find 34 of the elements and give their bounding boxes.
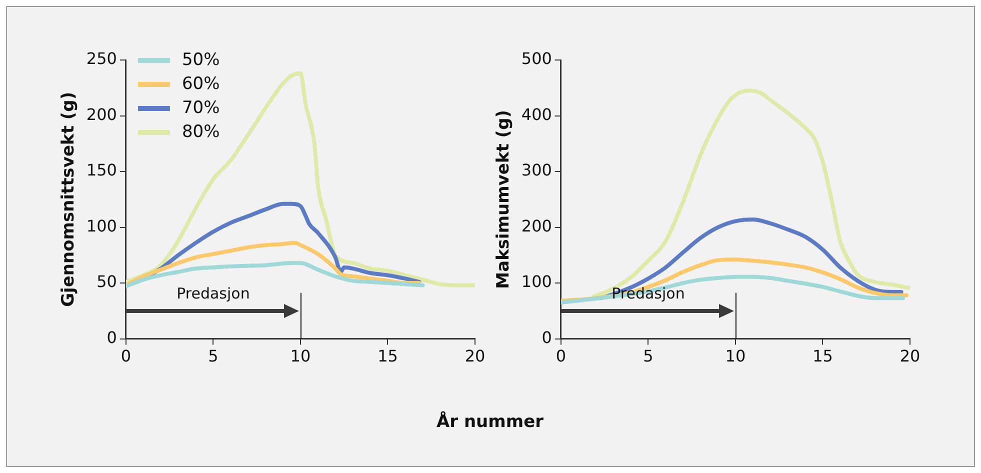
y-axis-title: Gjennomsnittsvekt (g) xyxy=(58,92,79,307)
y-tick-label: 300 xyxy=(521,160,552,180)
legend-label: 80% xyxy=(182,121,220,144)
x-tick-label: 15 xyxy=(378,346,398,366)
y-tick-label: 150 xyxy=(86,160,117,180)
x-tick-label: 10 xyxy=(290,346,311,366)
legend-label: 60% xyxy=(182,73,220,96)
x-tick-label: 15 xyxy=(812,346,833,366)
x-tick-label: 5 xyxy=(208,346,218,366)
x-tick-label: 0 xyxy=(120,346,132,366)
line-series xyxy=(560,274,906,305)
legend-label: 50% xyxy=(182,49,220,72)
y-tick-label: 200 xyxy=(521,216,552,236)
line-series xyxy=(126,260,425,288)
x-tick-label: 20 xyxy=(900,346,920,366)
x-tick-label: 10 xyxy=(725,346,746,366)
x-tick-label: 0 xyxy=(556,346,566,366)
line-series xyxy=(126,71,475,288)
y-tick-label: 200 xyxy=(86,104,117,124)
annotation: Predasjon xyxy=(176,284,250,302)
annotation: Predasjon xyxy=(612,284,685,302)
y-tick-label: 500 xyxy=(521,49,552,68)
y-tick-label: 0 xyxy=(106,328,117,347)
legend-label: 70% xyxy=(182,97,220,120)
x-tick-label: 5 xyxy=(643,346,654,366)
y-tick-label: 100 xyxy=(86,216,117,236)
y-tick-label: 400 xyxy=(521,104,552,124)
y-axis-title: Maksimumvekt (g) xyxy=(494,110,514,289)
y-tick-label: 250 xyxy=(86,49,117,68)
y-tick-label: 100 xyxy=(521,272,552,292)
y-tick-label: 0 xyxy=(542,328,552,347)
x-tick-label: 20 xyxy=(464,346,486,366)
x-axis-title: År nummer xyxy=(436,412,544,432)
y-tick-label: 50 xyxy=(96,272,117,292)
